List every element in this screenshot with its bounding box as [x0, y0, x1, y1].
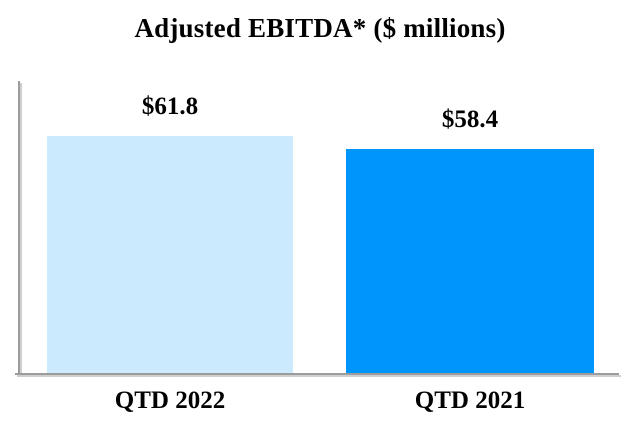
bar-qtd-2022	[47, 136, 293, 373]
bar-qtd-2021	[346, 149, 594, 373]
value-label-qtd-2022: $61.8	[141, 93, 199, 120]
x-axis-line	[15, 373, 619, 375]
category-label-qtd-2022: QTD 2022	[114, 387, 226, 414]
y-axis-line	[18, 81, 20, 375]
category-label-qtd-2021: QTD 2021	[414, 387, 526, 414]
chart-title: Adjusted EBITDA* ($ millions)	[134, 13, 506, 43]
value-label-qtd-2021: $58.4	[441, 106, 499, 133]
